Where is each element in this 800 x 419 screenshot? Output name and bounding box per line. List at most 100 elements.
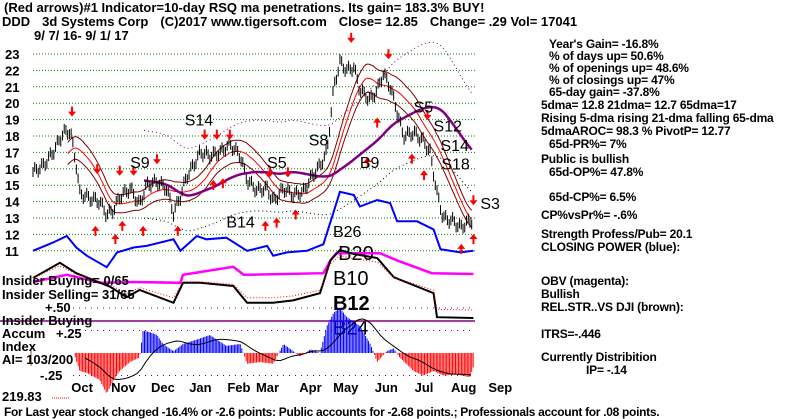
insider-selling: Insider Selling= 31/65 <box>2 287 135 302</box>
red-down-arrow-icon <box>129 165 138 176</box>
obv-label: OBV (magenta): <box>541 274 629 288</box>
price-tick-label: 20 <box>5 96 19 111</box>
relstr-label: REL.STR..VS DJI (brown): <box>541 300 684 314</box>
red-up-arrow-icon <box>363 156 372 167</box>
copyright: (C)2017 www.tigersoft.com <box>160 14 327 29</box>
red-up-arrow-icon <box>209 179 218 190</box>
red-up-arrow-icon <box>373 117 382 128</box>
price-tick-label: 21 <box>5 80 19 95</box>
month-label: Nov <box>111 380 136 395</box>
red-up-arrow-icon <box>457 243 466 254</box>
stat-cp65: 65d-CP%= 6.5% <box>549 190 637 204</box>
price-tick-label: 17 <box>5 145 19 160</box>
signal-label: S18 <box>441 156 470 173</box>
red-up-arrow-icon <box>272 217 281 228</box>
lower-band-21dma <box>67 91 473 228</box>
month-label: Apr <box>299 380 321 395</box>
red-up-arrow-icon <box>291 209 300 220</box>
insider-buying-2: Insider Buying <box>2 313 93 328</box>
month-label: Mar <box>256 380 279 395</box>
stat-pr65: 65d-PR%= 7% <box>549 137 627 151</box>
symbol: DDD <box>2 14 31 29</box>
date-range: 9/ 7/ 16- 9/ 1/ 17 <box>34 28 129 43</box>
price-tick-label: 23 <box>5 47 19 62</box>
month-label: Jul <box>415 380 434 395</box>
stat-65day-gain: 65-day gain= -37.8% <box>549 85 660 99</box>
stat-op65: 65d-OP%= 47.8% <box>549 165 644 179</box>
signal-label: B10 <box>333 268 369 290</box>
stat-strength: Strength Profess/Pub= 20.1 <box>541 227 693 241</box>
insider-buying: Insider Buying= 0/65 <box>2 273 129 288</box>
stat-cpvspr: CP%vsPr%= -.6% <box>541 208 638 222</box>
red-down-arrow-icon <box>115 165 124 176</box>
stat-trend: Rising 5-dma rising 21-dma falling 65-dm… <box>541 111 774 125</box>
company-name: 3d Systems Corp <box>42 14 149 29</box>
itrs: ITRS=-.446 <box>541 327 601 341</box>
signal-label: S5 <box>267 155 287 172</box>
footer-summary: For Last year stock changed -16.4% or -2… <box>4 405 660 419</box>
red-up-arrow-icon <box>139 225 148 236</box>
month-label: Sep <box>488 380 512 395</box>
closing-power-line <box>32 190 474 269</box>
ai-tick-neg25: -.25 <box>40 368 63 383</box>
price-tick-label: 12 <box>5 227 19 242</box>
change-volume: Change= .29 Vol= 17041 <box>429 14 578 29</box>
month-label: Dec <box>151 380 175 395</box>
signal-label: S9 <box>130 155 150 172</box>
red-down-arrow-icon <box>152 154 161 165</box>
red-up-arrow-icon <box>173 225 182 236</box>
month-label: May <box>333 380 359 395</box>
lower-band-dotted <box>143 155 473 232</box>
red-down-arrow-icon <box>212 129 221 140</box>
red-down-arrow-icon <box>347 32 356 43</box>
stat-years-gain: Year's Gain= -16.8% <box>549 37 659 51</box>
price-tick-label: 19 <box>5 113 19 128</box>
index-label: Index <box>2 339 36 354</box>
rel-strength-ma-dotted <box>32 255 474 311</box>
month-label: Aug <box>451 380 476 395</box>
signal-label: S3 <box>480 196 500 213</box>
ip-value: IP= -.14 <box>586 363 627 377</box>
red-down-arrow-icon <box>93 164 102 175</box>
red-up-arrow-icon <box>407 153 416 164</box>
price-tick-label: 16 <box>5 162 19 177</box>
stat-public: Public is bullish <box>541 152 629 166</box>
ai-value: AI= 103/200 <box>2 352 74 367</box>
signal-label: S14 <box>185 113 214 130</box>
red-down-arrow-icon <box>384 49 393 60</box>
price-tick-label: 13 <box>5 211 19 226</box>
stat-closings-up: % of closings up= 47% <box>549 73 675 87</box>
signal-label: B12 <box>333 293 370 315</box>
red-down-arrow-icon <box>225 129 234 140</box>
ai-tick-50: +.50 <box>45 300 71 315</box>
dji-value: 219.83 <box>2 389 42 404</box>
price-tick-label: 18 <box>5 129 19 144</box>
signal-label: B26 <box>333 224 362 241</box>
stat-aroc-pivot: 5dmaAROC= 98.3 % PivotP= 12.77 <box>541 124 731 138</box>
signal-label: S8 <box>309 132 329 149</box>
closing-power-label: CLOSING POWER (blue): <box>541 240 681 254</box>
close-price: Close= 12.85 <box>338 14 418 29</box>
price-tick-label: 14 <box>5 195 20 210</box>
red-up-arrow-icon <box>420 170 429 181</box>
signal-label: B14 <box>226 214 255 231</box>
red-down-arrow-icon <box>469 195 478 206</box>
stat-days-up: % of days up= 50.6% <box>549 49 664 63</box>
accum-label: Accum <box>2 326 46 341</box>
red-down-arrow-icon <box>200 129 209 140</box>
red-down-arrow-icon <box>423 109 432 120</box>
price-tick-label: 15 <box>5 178 19 193</box>
price-tick-label: 22 <box>5 63 19 78</box>
signal-label: S12 <box>434 118 463 135</box>
red-up-arrow-icon <box>91 225 100 236</box>
red-down-arrow-icon <box>283 167 292 178</box>
obv-state: Bullish <box>541 287 580 301</box>
red-up-arrow-icon <box>469 234 478 245</box>
red-up-arrow-icon <box>111 234 120 245</box>
red-up-arrow-icon <box>261 220 270 231</box>
signal-label: S5 <box>414 99 434 116</box>
signal-label: S14 <box>440 138 469 155</box>
header-info-row: DDD 3d Systems Corp (C)2017 www.tigersof… <box>2 14 578 29</box>
month-label: Jan <box>189 380 211 395</box>
